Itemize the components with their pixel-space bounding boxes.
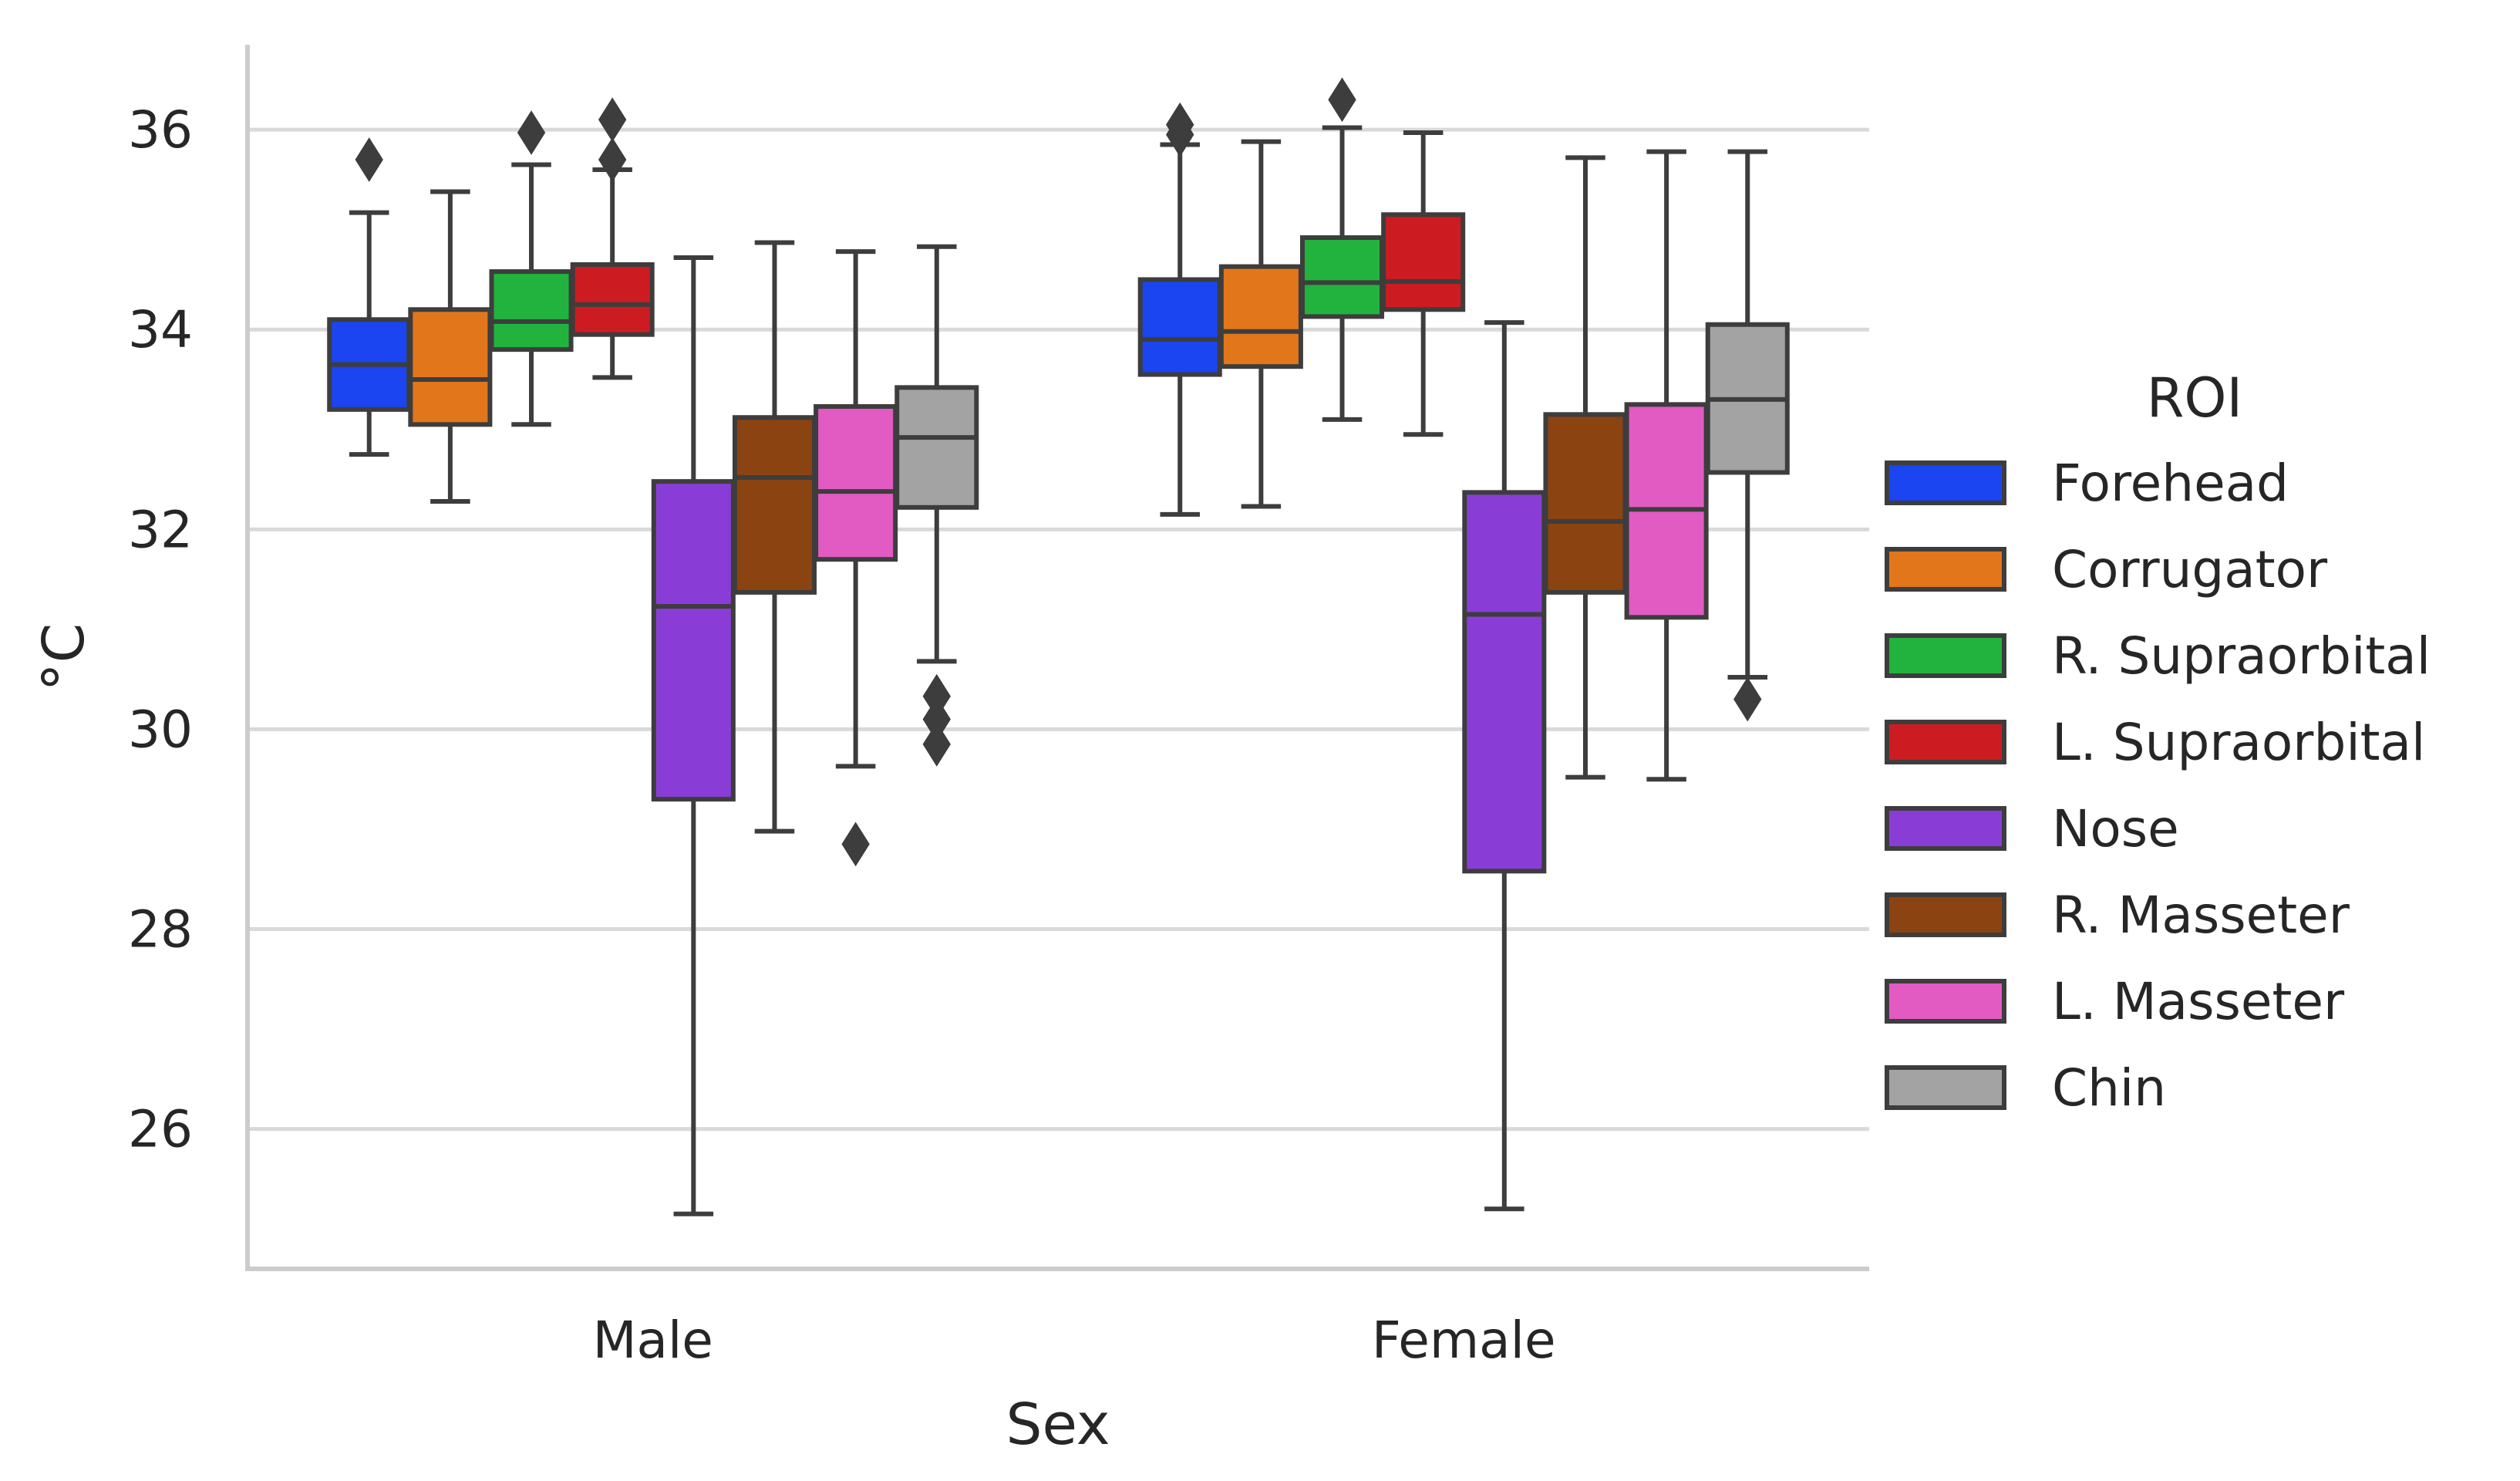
legend-item-forehead: Forehead xyxy=(1885,454,2289,513)
box-iqr xyxy=(1462,490,1547,874)
legend-item-l-supraorbital: L. Supraorbital xyxy=(1885,713,2425,772)
axes xyxy=(245,45,1869,1271)
y-tick-label-36: 36 xyxy=(128,100,193,160)
outlier-1 xyxy=(598,97,627,143)
x-tick-labels: Male Female xyxy=(593,1311,1556,1370)
legend-swatch xyxy=(1885,460,2006,505)
box-r-masseter-female xyxy=(1543,155,1628,780)
box-forehead-male xyxy=(327,137,412,457)
box-l-masseter-female xyxy=(1624,149,1709,782)
y-tick-label-34: 34 xyxy=(128,300,193,359)
box-iqr xyxy=(408,307,493,427)
outlier-0 xyxy=(1328,77,1356,123)
box-r-supraorbital-male xyxy=(489,110,574,427)
box-l-supraorbital-male xyxy=(570,97,655,380)
legend-swatch xyxy=(1885,979,2006,1024)
box-iqr xyxy=(1218,264,1303,369)
box-r-masseter-male xyxy=(732,240,817,834)
outlier-0 xyxy=(598,137,627,182)
box-iqr xyxy=(732,415,817,595)
box-iqr xyxy=(1137,277,1222,377)
legend-title: ROI xyxy=(2147,366,2242,430)
box-iqr xyxy=(1300,235,1385,319)
legend-item-corrugator: Corrugator xyxy=(1885,540,2328,599)
box-iqr xyxy=(570,262,655,337)
legend-label: Corrugator xyxy=(2052,540,2328,599)
box-iqr xyxy=(814,403,898,562)
y-tick-label-28: 28 xyxy=(128,900,193,960)
legend-label: R. Supraorbital xyxy=(2052,626,2431,686)
x-tick-label-female: Female xyxy=(1372,1311,1556,1370)
legend-label: Nose xyxy=(2052,799,2179,859)
y-tick-label-26: 26 xyxy=(128,1100,193,1159)
boxes xyxy=(327,77,1790,1216)
legend-item-nose: Nose xyxy=(1885,799,2179,859)
box-corrugator-female xyxy=(1218,139,1303,509)
legend-item-l-masseter: L. Masseter xyxy=(1885,972,2345,1031)
outlier-0 xyxy=(355,137,383,182)
y-axis-label: °C xyxy=(31,623,97,692)
legend-items: Forehead Corrugator R. Supraorbital L. Supr… xyxy=(1885,454,2431,1118)
legend: ROI Forehead Corrugator R. Supraorbital L. … xyxy=(1885,366,2431,1118)
box-l-masseter-male xyxy=(814,249,898,867)
x-axis-label: Sex xyxy=(1006,1392,1110,1458)
legend-label: L. Supraorbital xyxy=(2052,713,2425,772)
box-l-supraorbital-female xyxy=(1381,130,1466,437)
y-tick-labels: 26 28 30 32 34 36 xyxy=(128,100,193,1159)
box-iqr xyxy=(1543,412,1628,595)
legend-item-chin: Chin xyxy=(1885,1058,2166,1118)
outlier-1 xyxy=(922,697,951,742)
outlier-0 xyxy=(841,821,870,867)
legend-swatch xyxy=(1885,1065,2006,1110)
legend-swatch xyxy=(1885,892,2006,937)
legend-item-r-masseter: R. Masseter xyxy=(1885,886,2350,945)
outlier-0 xyxy=(922,721,951,767)
box-nose-male xyxy=(651,255,736,1216)
box-iqr xyxy=(489,269,574,353)
y-tick-label-30: 30 xyxy=(128,700,193,759)
legend-swatch xyxy=(1885,547,2006,592)
box-iqr xyxy=(894,385,979,510)
legend-label: L. Masseter xyxy=(2052,972,2345,1031)
box-corrugator-male xyxy=(408,189,493,504)
outlier-1 xyxy=(1166,102,1194,147)
box-r-supraorbital-female xyxy=(1300,77,1385,422)
legend-swatch xyxy=(1885,806,2006,851)
legend-swatch xyxy=(1885,633,2006,678)
legend-swatch xyxy=(1885,720,2006,764)
outlier-0 xyxy=(1733,676,1762,722)
legend-label: Chin xyxy=(2052,1058,2166,1118)
legend-item-r-supraorbital: R. Supraorbital xyxy=(1885,626,2431,686)
x-tick-label-male: Male xyxy=(593,1311,713,1370)
box-nose-female xyxy=(1462,320,1547,1212)
box-chin-male xyxy=(894,244,979,767)
y-tick-label-32: 32 xyxy=(128,500,193,559)
box-forehead-female xyxy=(1137,102,1222,517)
legend-label: Forehead xyxy=(2052,454,2289,513)
box-chin-female xyxy=(1705,149,1790,722)
legend-label: R. Masseter xyxy=(2052,886,2350,945)
outlier-2 xyxy=(922,673,951,719)
box-iqr xyxy=(1381,212,1466,312)
outlier-0 xyxy=(517,110,546,155)
box-iqr xyxy=(651,479,736,802)
